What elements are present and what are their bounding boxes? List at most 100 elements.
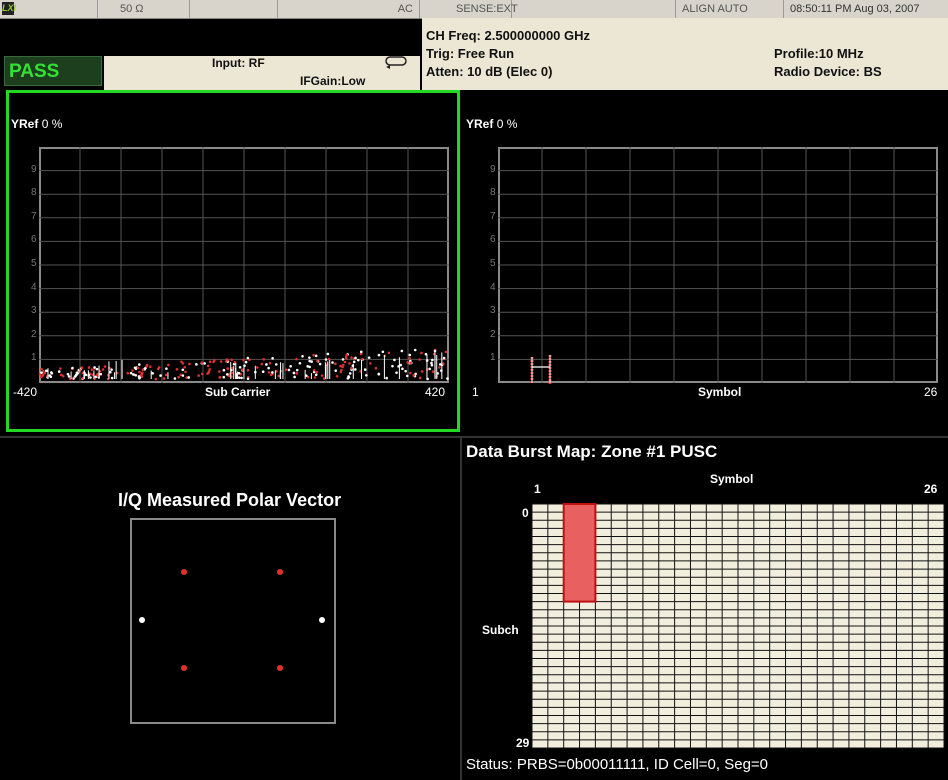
subcarrier-point (350, 366, 353, 370)
subcarrier-point (185, 376, 188, 379)
subcarrier-point (173, 377, 177, 380)
subcarrier-point (345, 353, 349, 357)
subcarrier-point (365, 373, 368, 377)
subcarrier-point (292, 371, 296, 375)
subcarrier-point (318, 362, 322, 366)
subcarrier-point (331, 361, 334, 364)
subcarrier-panel[interactable]: YRef 0 % 9 8 7 6 5 4 3 2 1 -420 Sub Carrier 420 (6, 90, 460, 432)
symbol-panel[interactable]: YRef 0 % 9 8 7 6 5 4 3 2 1 1 Symbol 26 (462, 90, 946, 432)
subcarrier-point (314, 354, 318, 358)
subcarrier-point (315, 370, 319, 374)
polar-panel[interactable]: I/Q Measured Polar Vector (6, 440, 458, 780)
sense-label: SENSE:EXT (420, 0, 518, 18)
burst-map-grid (531, 503, 945, 749)
subcarrier-point (409, 371, 412, 375)
polar-box (130, 518, 336, 724)
symbol-trace (498, 147, 938, 384)
subcarrier-point (405, 374, 409, 378)
subcarrier-point (350, 356, 353, 359)
subcarrier-point (222, 375, 226, 379)
subcarrier-point (133, 366, 137, 370)
subcarrier-point (305, 374, 308, 377)
constellation-point (181, 665, 187, 671)
subcarrier-point (242, 358, 245, 362)
subcarrier-point (244, 360, 248, 364)
subcarrier-point (413, 348, 417, 352)
subcarrier-point (164, 373, 168, 377)
subcarrier-point (271, 371, 274, 374)
subcarrier-point (277, 374, 281, 378)
info-bar-right (422, 36, 948, 90)
subcarrier-point (137, 375, 141, 378)
subcarrier-point (308, 359, 311, 363)
subcarrier-point (262, 358, 266, 361)
subcarrier-point (430, 361, 433, 365)
ifgain-label: IFGain:Low (300, 74, 366, 88)
subcarrier-point (237, 371, 241, 375)
ch-freq-label: CH Freq: 2.500000000 GHz (426, 28, 591, 43)
loop-icon (385, 56, 407, 69)
subcarrier-point (232, 362, 236, 366)
subcarrier-point (275, 369, 278, 373)
subcarrier-point (241, 368, 245, 372)
subcarrier-point (430, 363, 434, 367)
subcarrier-point (418, 376, 422, 380)
burst-map-panel[interactable]: Data Burst Map: Zone #1 PUSC Symbol 1 26… (462, 440, 948, 780)
subcarrier-point (339, 364, 342, 368)
subcarrier-point (431, 358, 434, 362)
subcarrier-point (200, 361, 204, 364)
subcarrier-point (327, 357, 331, 361)
subcarrier-point (238, 366, 242, 369)
subcarrier-point (219, 360, 223, 363)
subcarrier-point (231, 366, 234, 370)
subcarrier-point (110, 376, 114, 380)
subcarrier-point (218, 370, 221, 373)
subcarrier-point (408, 353, 412, 357)
subcarrier-point (340, 368, 343, 372)
subcarrier-point (271, 357, 274, 360)
symbol-xlabel: Symbol (698, 385, 742, 399)
y-tick: 4 (31, 281, 37, 293)
subcarrier-point (401, 367, 404, 371)
subcarrier-point (334, 362, 337, 366)
subcarrier-point (420, 351, 423, 355)
subcarrier-point (165, 367, 168, 370)
y-tick: 6 (490, 234, 496, 246)
subcarrier-point (334, 369, 338, 372)
y-tick: 1 (31, 352, 37, 364)
subcarrier-point (287, 368, 291, 372)
subcarrier-trace (38, 147, 449, 383)
constellation-point (139, 617, 145, 623)
subcarrier-point (57, 370, 61, 373)
subcarrier-point (145, 363, 149, 367)
subcarrier-point (131, 369, 134, 372)
burst-map-xmin: 1 (534, 482, 541, 496)
subcarrier-point (40, 367, 43, 371)
subcarrier-point (108, 370, 112, 374)
subcarrier-point (59, 367, 62, 370)
subcarrier-point (348, 362, 351, 365)
yref-label: YRef (11, 117, 39, 131)
subcarrier-point (310, 360, 313, 363)
subcarrier-point (446, 377, 449, 380)
panel-divider-h (0, 436, 948, 438)
subcarrier-point (438, 363, 442, 366)
subcarrier-point (187, 376, 191, 379)
subcarrier-point (395, 371, 398, 374)
subcarrier-point (226, 358, 229, 362)
subcarrier-point (267, 371, 271, 374)
burst-map-ymin: 0 (522, 506, 529, 520)
input-label: Input: RF (212, 56, 265, 70)
symbol-xmin: 1 (472, 385, 479, 399)
subcarrier-point (129, 371, 133, 375)
lxi-logo-icon: LXI (2, 2, 17, 15)
subcarrier-point (377, 372, 381, 376)
subcarrier-point (134, 373, 138, 377)
subcarrier-point (269, 373, 273, 377)
subcarrier-point (179, 373, 183, 377)
subcarrier-point (240, 376, 243, 380)
subcarrier-point (431, 370, 435, 373)
subcarrier-point (233, 360, 237, 364)
subcarrier-point (381, 350, 385, 354)
subcarrier-point (374, 366, 378, 370)
